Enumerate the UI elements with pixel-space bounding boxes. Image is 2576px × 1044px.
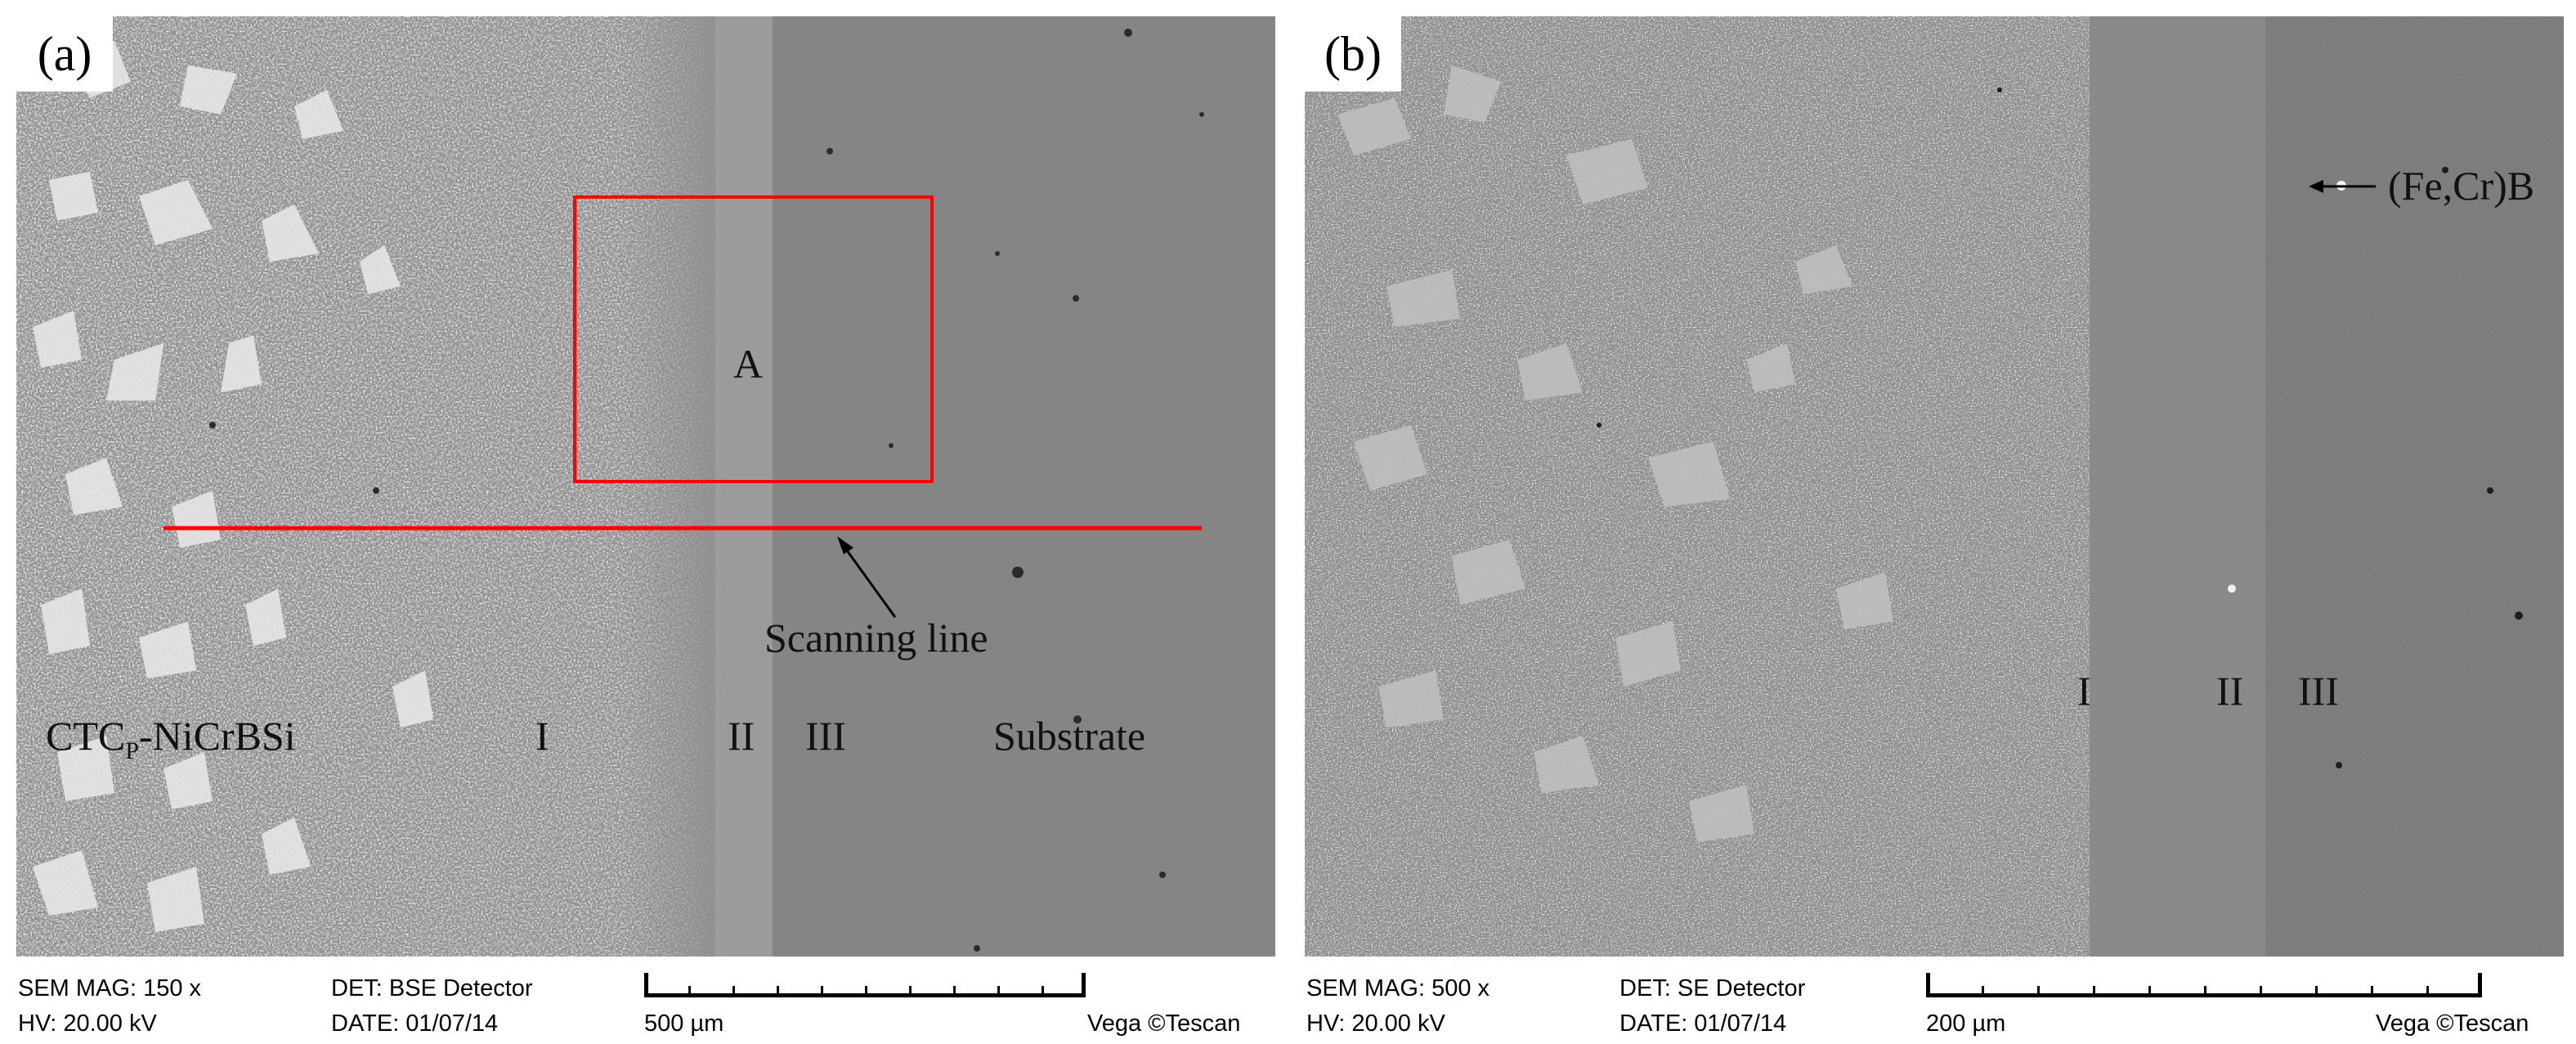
date-text-b: DATE: 01/07/14 <box>1620 1010 1787 1037</box>
coating-label: CTCP-NiCrBSi <box>46 713 296 764</box>
zone-1-label: I <box>535 713 549 759</box>
carbide-particles <box>33 41 433 932</box>
panel-a-tag: (a) <box>16 16 113 92</box>
region-a-box <box>573 195 934 483</box>
pores-b <box>1597 87 2523 768</box>
scanning-arrow <box>840 543 897 618</box>
panel-a: A Scanning line CTCP-NiCrBSi I II III Su… <box>16 16 1275 1044</box>
zone-3-label: III <box>805 713 846 759</box>
brand-text: Vega ©Tescan <box>1087 1010 1241 1037</box>
detector-text-b: DET: SE Detector <box>1620 975 1806 1001</box>
mag-text: SEM MAG: 150 x <box>18 975 202 1001</box>
pores <box>209 29 1204 952</box>
boride-flakes <box>1337 65 1893 842</box>
substrate-region <box>773 16 1275 957</box>
sem-micrograph-a: A Scanning line CTCP-NiCrBSi I II III Su… <box>16 16 1275 957</box>
sem-micrograph-b: (Fe,Cr)B I II III <box>1305 16 2564 957</box>
panel-b: (Fe,Cr)B I II III (b) SEM MAG: 500 x HV:… <box>1305 16 2564 1044</box>
scale-bar-b <box>1926 973 2482 997</box>
sem-info-bar-b: SEM MAG: 500 x HV: 20.00 kV DET: SE Dete… <box>1305 957 2564 1044</box>
hv-text-b: HV: 20.00 kV <box>1306 1010 1445 1037</box>
zone-1-label-b: I <box>2077 668 2091 714</box>
substrate-label: Substrate <box>993 713 1146 759</box>
zone-2-label: II <box>728 713 755 759</box>
date-text: DATE: 01/07/14 <box>331 1010 499 1037</box>
panel-b-tag: (b) <box>1305 16 1401 92</box>
mag-text-b: SEM MAG: 500 x <box>1306 975 1490 1001</box>
brand-text-b: Vega ©Tescan <box>2376 1010 2529 1037</box>
scale-label-b: 200 µm <box>1926 1010 2006 1037</box>
scanning-line-label: Scanning line <box>764 615 988 661</box>
scale-bar <box>644 973 1086 997</box>
phase-label: (Fe,Cr)B <box>2388 163 2535 208</box>
detector-text: DET: BSE Detector <box>331 975 533 1001</box>
zone-3-label-b: III <box>2298 668 2339 714</box>
hv-text: HV: 20.00 kV <box>18 1010 157 1037</box>
scale-label: 500 µm <box>644 1010 724 1037</box>
zone-2-label-b: II <box>2216 668 2244 714</box>
sem-info-bar-a: SEM MAG: 150 x HV: 20.00 kV DET: BSE Det… <box>16 957 1275 1044</box>
region-a-label: A <box>733 341 764 387</box>
zone-2-region <box>2090 16 2265 957</box>
